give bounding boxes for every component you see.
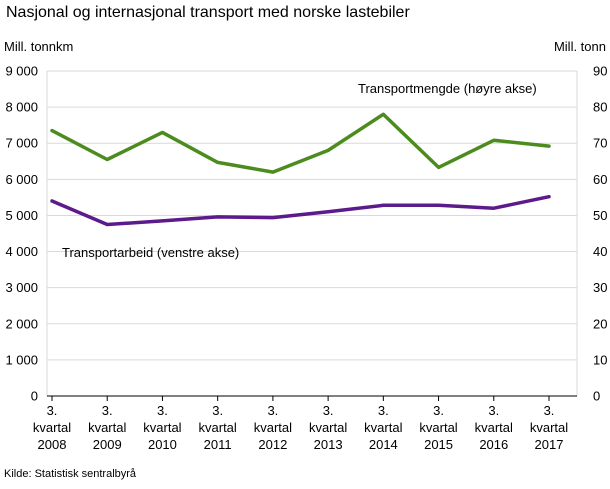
x-tick-label: 3. bbox=[267, 403, 278, 418]
y-tick-label-left: 7 000 bbox=[5, 136, 38, 151]
y-tick-label-right: 90 bbox=[593, 64, 607, 79]
y-tick-label-left: 9 000 bbox=[5, 64, 38, 79]
x-tick-label: 3. bbox=[488, 403, 499, 418]
x-tick-label: kvartal bbox=[88, 420, 126, 435]
y-tick-label-left: 5 000 bbox=[5, 208, 38, 223]
x-tick-label: kvartal bbox=[475, 420, 513, 435]
x-tick-label: 3. bbox=[433, 403, 444, 418]
y-tick-label-left: 1 000 bbox=[5, 352, 38, 367]
left-axis-unit: Mill. tonnkm bbox=[4, 39, 74, 54]
y-tick-label-right: 70 bbox=[593, 136, 607, 151]
x-tick-label: 2012 bbox=[258, 437, 287, 452]
x-tick-label: 3. bbox=[157, 403, 168, 418]
x-tick-label: kvartal bbox=[254, 420, 292, 435]
y-tick-label-left: 3 000 bbox=[5, 280, 38, 295]
x-tick-label: 2013 bbox=[314, 437, 343, 452]
y-tick-label-left: 8 000 bbox=[5, 100, 38, 115]
y-tick-label-right: 20 bbox=[593, 316, 607, 331]
x-tick-label: kvartal bbox=[143, 420, 181, 435]
x-tick-label: 3. bbox=[323, 403, 334, 418]
x-tick-label: 2010 bbox=[148, 437, 177, 452]
x-tick-label: kvartal bbox=[364, 420, 402, 435]
right-axis-unit: Mill. tonn bbox=[553, 39, 606, 54]
series-label-transportarbeid: Transportarbeid (venstre akse) bbox=[62, 245, 239, 260]
transportarbeid-line bbox=[50, 194, 551, 227]
x-tick-label: 2011 bbox=[204, 437, 232, 452]
x-tick-label: 2014 bbox=[369, 437, 398, 452]
x-tick-label: kvartal bbox=[199, 420, 237, 435]
y-tick-label-left: 6 000 bbox=[5, 172, 38, 187]
x-tick-label: 3. bbox=[102, 403, 113, 418]
x-tick-label: 2015 bbox=[424, 437, 453, 452]
x-tick-label: 3. bbox=[378, 403, 389, 418]
y-tick-label-left: 2 000 bbox=[5, 316, 38, 331]
y-tick-label-right: 0 bbox=[593, 389, 600, 404]
series-label-transportmengde: Transportmengde (høyre akse) bbox=[358, 81, 537, 96]
y-tick-label-right: 80 bbox=[593, 100, 607, 115]
x-tick-label: 2009 bbox=[93, 437, 122, 452]
y-tick-label-right: 10 bbox=[593, 352, 607, 367]
y-tick-label-right: 50 bbox=[593, 208, 607, 223]
x-tick-label: 2016 bbox=[479, 437, 508, 452]
y-tick-label-left: 0 bbox=[31, 389, 38, 404]
y-tick-label-right: 30 bbox=[593, 280, 607, 295]
x-tick-label: kvartal bbox=[530, 420, 568, 435]
x-tick-label: 2017 bbox=[535, 437, 564, 452]
y-tick-label-right: 60 bbox=[593, 172, 607, 187]
x-tick-label: kvartal bbox=[309, 420, 347, 435]
x-tick-label: 3. bbox=[212, 403, 223, 418]
y-tick-label-right: 40 bbox=[593, 244, 607, 259]
x-tick-label: kvartal bbox=[33, 420, 71, 435]
line-chart: 0 0 1 000 10 2 000 20 3 000 30 4 000 40 5 000 50 6 0… bbox=[5, 64, 607, 453]
transportmengde-line bbox=[50, 112, 551, 174]
chart-title: Nasjonal og internasjonal transport med … bbox=[6, 4, 410, 21]
x-tick-label: kvartal bbox=[419, 420, 457, 435]
x-tick-label: 3. bbox=[47, 403, 58, 418]
x-tick-label: 3. bbox=[544, 403, 555, 418]
y-tick-label-left: 4 000 bbox=[5, 244, 38, 259]
x-tick-label: 2008 bbox=[38, 437, 67, 452]
source-note: Kilde: Statistisk sentralbyrå bbox=[4, 468, 137, 480]
